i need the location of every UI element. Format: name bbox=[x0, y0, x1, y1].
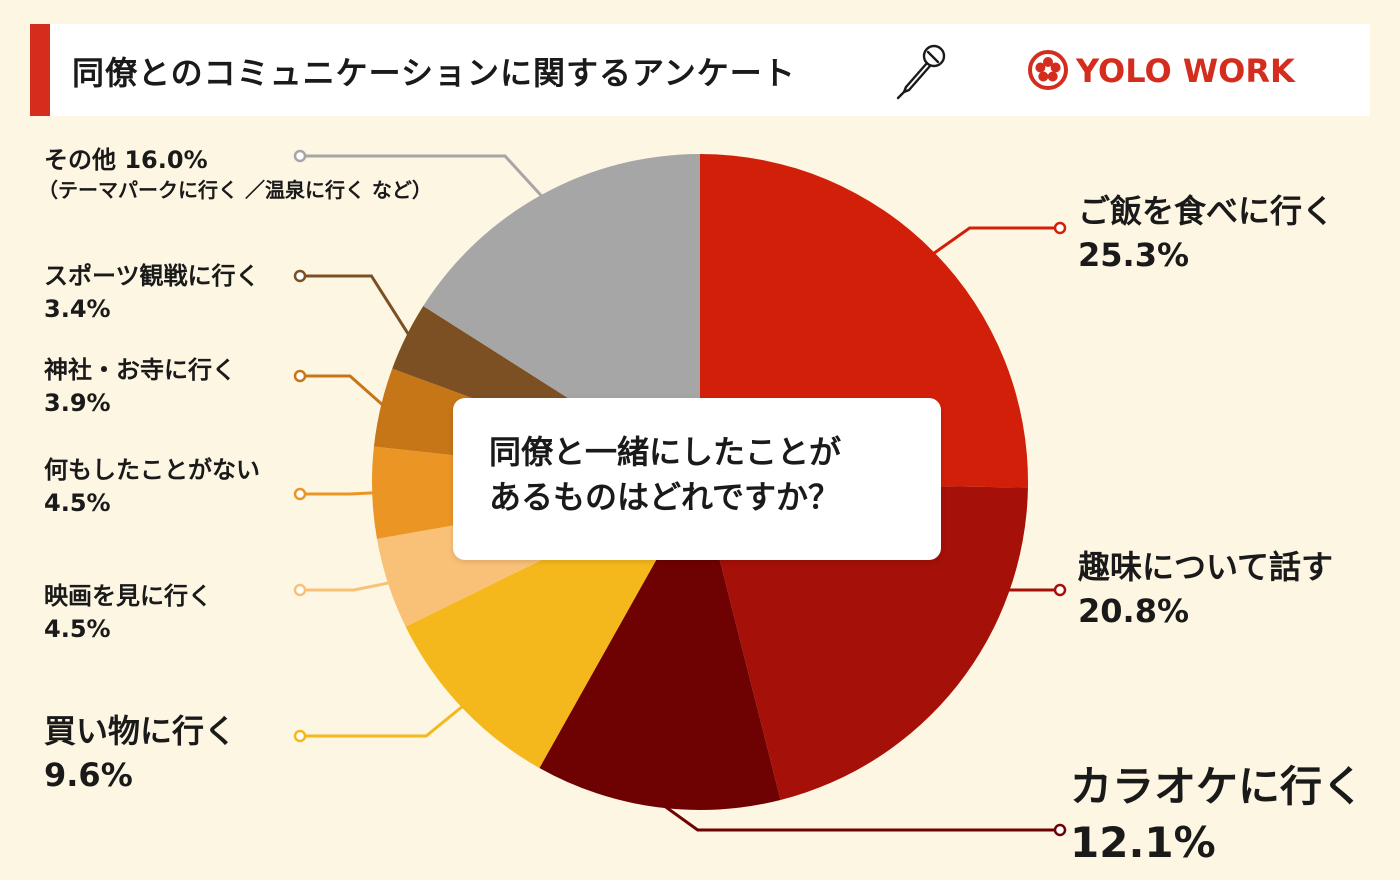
leader-line bbox=[300, 374, 388, 410]
slice-name: 映画を見に行く bbox=[44, 582, 212, 610]
slice-value: 3.4% bbox=[44, 294, 111, 323]
pie-slice bbox=[539, 482, 781, 810]
slice-value: 16.0% bbox=[116, 146, 208, 174]
slice-label: 映画を見に行く 4.5% bbox=[44, 582, 212, 644]
slice-name: 趣味について話す bbox=[1078, 548, 1334, 586]
slice-label: 神社・お寺に行く 3.9% bbox=[44, 356, 236, 418]
slice-value: 9.6% bbox=[44, 756, 133, 795]
slice-label: その他 16.0% （テーマパークに行く ／温泉に行く など） bbox=[38, 146, 432, 204]
slice-label: 買い物に行く 9.6% bbox=[44, 712, 236, 795]
slice-value: 4.5% bbox=[44, 488, 111, 517]
leader-line bbox=[656, 799, 1060, 832]
microphone-icon bbox=[896, 44, 946, 100]
slice-name: 何もしたことがない bbox=[44, 456, 260, 484]
slice-label: ご飯を食べに行く 25.3% bbox=[1078, 192, 1334, 275]
question-box: 同僚と一緒にしたことが あるものはどれですか？ bbox=[453, 398, 941, 560]
slice-note: （テーマパークに行く ／温泉に行く など） bbox=[38, 177, 432, 202]
slice-name: 神社・お寺に行く bbox=[44, 356, 236, 384]
leader-dot bbox=[293, 369, 307, 383]
header-accent-bar bbox=[30, 24, 50, 116]
leader-dot bbox=[293, 487, 307, 501]
leader-dot bbox=[1053, 583, 1067, 597]
header: 同僚とのコミュニケーションに関するアンケート YOLO WORK bbox=[30, 24, 1370, 116]
slice-value: 25.3% bbox=[1078, 236, 1190, 275]
question-line-1: 同僚と一緒にしたことが bbox=[489, 433, 842, 471]
question-line-2: あるものはどれですか？ bbox=[489, 477, 841, 516]
slice-name: 買い物に行く bbox=[44, 712, 237, 750]
leader-dot bbox=[293, 583, 307, 597]
leader-line bbox=[300, 580, 395, 592]
leader-line bbox=[300, 154, 547, 201]
leader-line bbox=[300, 274, 413, 340]
slice-label: 何もしたことがない 4.5% bbox=[44, 456, 260, 518]
leader-line bbox=[928, 226, 1060, 258]
slice-value: 12.1% bbox=[1070, 818, 1216, 868]
question-text: 同僚と一緒にしたことが あるものはどれですか？ bbox=[489, 430, 919, 520]
slice-value: 3.9% bbox=[44, 388, 111, 417]
pie-slice bbox=[700, 482, 1028, 800]
slice-name: スポーツ観戦に行く bbox=[44, 262, 260, 290]
slice-name: カラオケに行く bbox=[1070, 762, 1365, 811]
leader-line bbox=[300, 702, 468, 738]
leader-dot bbox=[293, 269, 307, 283]
slice-label: 趣味について話す 20.8% bbox=[1078, 548, 1333, 631]
slice-name: その他 bbox=[44, 146, 116, 174]
leader-dot bbox=[293, 149, 307, 163]
brand-name: YOLO WORK bbox=[1076, 52, 1295, 90]
slice-name: ご飯を食べに行く bbox=[1078, 192, 1335, 230]
leader-line bbox=[950, 588, 1060, 683]
leader-line bbox=[300, 491, 379, 496]
slice-label: カラオケに行く 12.1% bbox=[1070, 762, 1364, 869]
slice-value: 4.5% bbox=[44, 614, 111, 643]
page-title: 同僚とのコミュニケーションに関するアンケート bbox=[72, 54, 796, 92]
slice-label: スポーツ観戦に行く 3.4% bbox=[44, 262, 260, 324]
logo-mark-icon bbox=[1028, 50, 1068, 90]
leader-dot bbox=[1053, 221, 1067, 235]
slice-value: 20.8% bbox=[1078, 592, 1190, 631]
leader-dot bbox=[1053, 823, 1067, 837]
leader-dot bbox=[293, 729, 307, 743]
